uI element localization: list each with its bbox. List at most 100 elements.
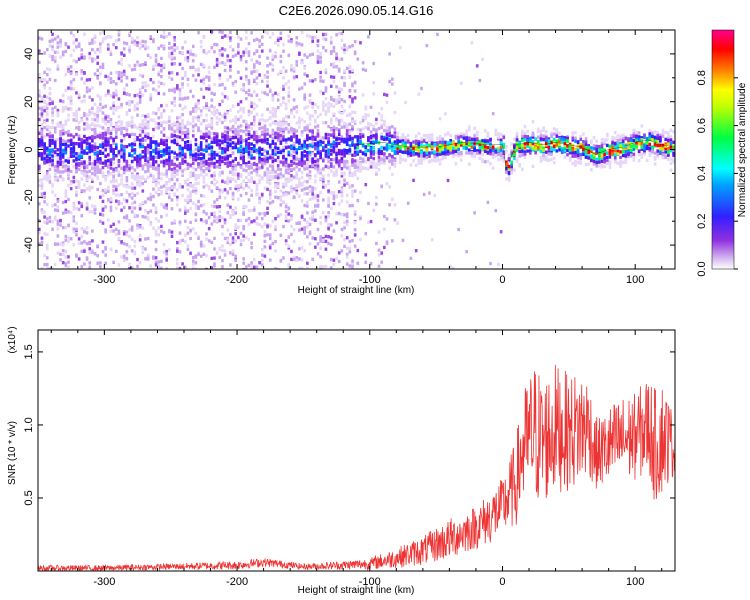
spectrogram-cell (311, 137, 314, 141)
spectrogram-cell (109, 50, 113, 54)
spectrogram-cell (290, 108, 293, 112)
spectrogram-cell (83, 56, 86, 60)
spectrogram-cell (324, 89, 328, 93)
spectrogram-cell (202, 163, 206, 168)
spectrogram-cell (40, 154, 44, 158)
spectrogram-cell (356, 168, 360, 173)
spectrogram-cell (114, 227, 118, 232)
spectrogram-cell (210, 153, 214, 157)
spectrogram-cell (276, 38, 280, 43)
spectrogram-cell (183, 198, 187, 202)
spectrogram-cell (48, 44, 52, 48)
spectrogram-cell (85, 187, 89, 191)
spectrogram-cell (194, 68, 198, 72)
spectrogram-cell (348, 250, 352, 254)
spectrogram-cell (160, 215, 163, 219)
spectrogram-cell (138, 142, 142, 146)
spectrogram-cell (242, 110, 245, 114)
spectrogram-cell (178, 93, 182, 97)
spectrogram-cell (353, 80, 357, 85)
spectrogram-cell (183, 71, 187, 75)
spectrogram-cell (335, 52, 338, 56)
spectrogram-cell (101, 131, 105, 136)
spectrogram-cell (91, 239, 94, 243)
spectrogram-cell (85, 140, 89, 144)
spectrogram-cell (128, 228, 131, 232)
spectrogram-cell (287, 246, 291, 250)
spectrogram-cell (122, 126, 126, 131)
spectrogram-cell (43, 149, 46, 153)
spectrogram-cell (181, 51, 184, 55)
spectrogram-cell (136, 223, 139, 227)
spectrogram-cell (130, 237, 134, 241)
spectrogram-cell (252, 137, 256, 142)
spectrogram-cell (231, 240, 235, 244)
spectrogram-cell (43, 174, 46, 179)
spectrogram-cell (404, 145, 407, 150)
spectrogram-cell (306, 150, 309, 155)
spectrogram-cell (109, 35, 113, 39)
spectrogram-cell (133, 123, 137, 128)
spectrogram-cell (319, 152, 322, 156)
spectrogram-cell (465, 129, 468, 133)
spectrogram-cell (96, 119, 99, 123)
spectrogram-cell (80, 202, 84, 206)
spectrogram-cell (329, 242, 333, 247)
spectrogram-cell (255, 216, 259, 220)
spectrogram-cell (252, 78, 256, 82)
spectrogram-cell (138, 160, 142, 164)
spectrogram-cell (67, 86, 70, 90)
spectrogram-cell (428, 151, 431, 156)
spectrogram-cell (337, 119, 341, 123)
spectrogram-cell (83, 149, 86, 153)
spectrogram-cell (210, 164, 214, 168)
spectrogram-cell (467, 151, 471, 155)
spectrogram-cell (93, 169, 97, 173)
spectrogram-cell (460, 151, 463, 155)
spectrogram-cell (260, 177, 264, 181)
spectrogram-cell (247, 124, 251, 128)
spectrogram-cell (157, 91, 161, 96)
spectrogram-cell (274, 41, 277, 45)
spectrogram-cell (38, 202, 41, 206)
spectrogram-cell (53, 215, 57, 219)
spectrogram-cell (56, 208, 60, 213)
spectrogram-cell (377, 111, 381, 116)
spectrogram-cell (183, 155, 187, 159)
spectrogram-cell (234, 165, 238, 170)
spectrogram-cell (183, 105, 187, 110)
spectrogram-cell (83, 183, 86, 187)
spectrogram-cell (348, 128, 352, 133)
spectrogram-cell (271, 98, 275, 102)
spectrogram-cell (120, 71, 123, 75)
spectrogram-cell (88, 123, 92, 128)
spectrogram-cell (107, 165, 110, 169)
spectrogram-cell (364, 160, 368, 164)
spectrogram-cell (104, 175, 107, 180)
spectrogram-cell (168, 146, 171, 150)
spectrogram-cell (101, 105, 105, 110)
spectrogram-cell (417, 142, 421, 147)
spectrogram-cell (160, 56, 163, 61)
spectrogram-cell (473, 211, 476, 215)
spectrogram-cell (61, 148, 65, 152)
spectrogram-cell (104, 93, 107, 97)
spectrogram-cell (348, 112, 352, 116)
spectrogram-cell (345, 212, 349, 216)
spectrogram-cell (101, 199, 105, 204)
spectrogram-cell (369, 147, 373, 151)
spectrogram-cell (268, 246, 272, 250)
spectrogram-cell (67, 265, 70, 269)
spectrogram-cell (316, 203, 320, 207)
spectrogram-cell (282, 200, 285, 204)
spectrogram-cell (112, 91, 115, 96)
spectrogram-cell (372, 92, 376, 96)
spectrogram-cell (250, 156, 253, 160)
spectrogram-cell (260, 126, 264, 130)
spectrogram-cell (311, 157, 314, 161)
spectrogram-cell (162, 153, 166, 157)
spectrogram-cell (56, 176, 60, 180)
spectrogram-cell (197, 146, 200, 150)
spectrogram-cell (404, 100, 407, 105)
spectrogram-cell (388, 146, 391, 150)
